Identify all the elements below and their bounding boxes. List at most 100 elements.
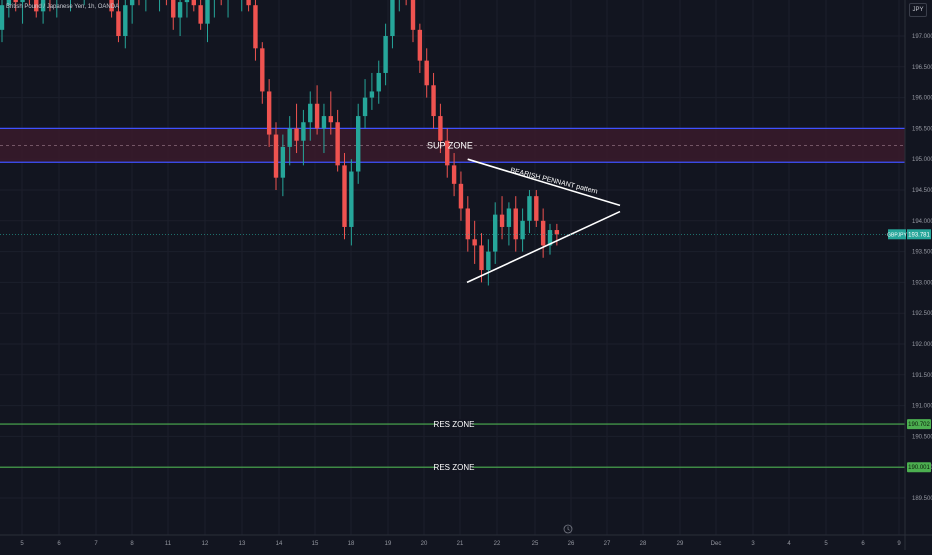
price-tick-label: 196.500	[912, 65, 932, 71]
candle-body	[540, 220, 546, 246]
current-price-text: 193.781	[908, 232, 930, 238]
candle-body	[321, 116, 327, 129]
time-tick-label: 21	[457, 541, 464, 547]
candles-layer	[0, 0, 560, 286]
time-tick-label: 15	[312, 541, 319, 547]
time-tick-label: 3	[751, 541, 755, 547]
candle-body	[486, 251, 491, 271]
current-price-badge	[907, 229, 931, 240]
candle-body	[520, 220, 525, 240]
res-zone-label: RES ZONE	[434, 420, 475, 429]
candle-body	[287, 128, 292, 147]
res-zone-price-text: 190.702	[908, 422, 930, 428]
candle-body	[479, 245, 484, 271]
candle-body	[314, 103, 320, 129]
candle-body	[527, 196, 532, 221]
candle-body	[129, 0, 135, 6]
candle-body	[20, 0, 25, 3]
symbol-price-badge	[888, 229, 906, 240]
candle-body	[472, 239, 477, 246]
clock-icon-ring	[563, 524, 573, 534]
candle-body	[513, 208, 518, 240]
candle-body	[40, 0, 46, 12]
time-tick-label: 4	[787, 541, 791, 547]
price-tick-label: 190.500	[912, 434, 932, 440]
clock-icon-hands	[567, 526, 570, 531]
price-tick-label: 197.000	[912, 34, 932, 40]
time-tick-label: 13	[239, 541, 246, 547]
candle-body	[369, 91, 375, 98]
time-tick-label: 26	[568, 541, 575, 547]
candle-body	[410, 0, 416, 30]
res-zone-price-badge	[907, 419, 931, 430]
price-tick-label: 192.500	[912, 311, 932, 317]
candle-body	[260, 48, 265, 92]
time-tick-label: 27	[604, 541, 611, 547]
candle-body	[116, 11, 121, 36]
price-tick-label: 193.000	[912, 280, 932, 286]
symbol-title[interactable]: British Pound / Japanese Yen, 1h, OANDA	[6, 4, 120, 10]
price-tick-label: 194.500	[912, 188, 932, 194]
price-axis[interactable]: 197.000 196.500 196.000 195.500 195.000 194.5…	[887, 0, 932, 550]
time-axis[interactable]: 5 6 7 8 11 12 13 14 15 18 19 20 21 22 25 26 27 28 29 Dec 3 4 5…	[0, 524, 932, 547]
candle-body	[362, 97, 368, 117]
candle-body	[266, 91, 272, 135]
price-tick-label: 194.000	[912, 219, 932, 225]
candle-body	[13, 0, 18, 3]
clock-icon[interactable]	[563, 524, 573, 534]
time-tick-label: 7	[94, 541, 98, 547]
price-tick-label: 195.500	[912, 126, 932, 132]
zones-layer	[0, 127, 905, 163]
price-tick-label: 196.000	[912, 96, 932, 102]
candle-body	[438, 116, 443, 141]
price-tick-label: 195.000	[912, 157, 932, 163]
price-tick-label: 189.500	[912, 496, 932, 502]
res-zone-label: RES ZONE	[434, 463, 475, 472]
candle-body	[465, 208, 470, 240]
res-zone-price-badge	[907, 462, 931, 473]
candle-body	[554, 230, 560, 235]
candle-body	[0, 5, 5, 30]
candle-body	[445, 140, 450, 166]
candle-body	[123, 5, 128, 36]
candle-body	[390, 0, 395, 36]
candle-body	[308, 103, 313, 123]
candle-body	[109, 0, 114, 12]
time-tick-label: 5	[824, 541, 828, 547]
candle-body	[335, 122, 340, 166]
sup-zone-label: SUP ZONE	[427, 141, 473, 151]
currency-button[interactable]: JPY	[909, 3, 927, 17]
price-tick-label: 193.500	[912, 250, 932, 256]
candle-body	[499, 214, 505, 227]
candle-body	[177, 2, 183, 18]
candle-body	[547, 230, 553, 246]
res-zone-label-bg	[436, 419, 472, 430]
time-tick-label: 6	[861, 541, 865, 547]
candle-body	[171, 0, 176, 18]
price-tick-label: 192.000	[912, 342, 932, 348]
candle-body	[184, 0, 190, 3]
time-tick-label: 6	[57, 541, 61, 547]
pennant-upper-line	[467, 158, 621, 207]
price-tick-label: 191.000	[912, 404, 932, 410]
candle-body	[328, 116, 333, 123]
candle-body	[198, 5, 203, 24]
res-zone-price-text: 190.001	[908, 465, 930, 471]
candle-body	[205, 0, 210, 24]
candle-body	[356, 116, 361, 172]
candle-body	[376, 72, 381, 92]
time-tick-label: 8	[130, 541, 134, 547]
time-tick-label: 25	[532, 541, 539, 547]
time-tick-label: 29	[677, 541, 684, 547]
candle-body	[458, 183, 464, 209]
time-tick-label: 14	[276, 541, 283, 547]
candle-body	[506, 208, 512, 227]
time-tick-label: 12	[202, 541, 209, 547]
time-tick-label: 19	[385, 541, 392, 547]
time-tick-label: 11	[165, 541, 172, 547]
price-tick-label: 191.500	[912, 373, 932, 379]
candle-body	[273, 134, 279, 178]
